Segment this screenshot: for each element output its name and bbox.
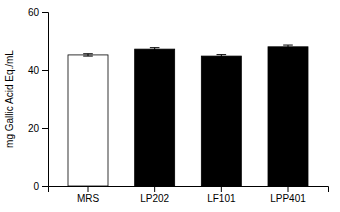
bar [68, 55, 108, 186]
x-tick-label: MRS [77, 193, 100, 204]
y-tick-mark [42, 128, 48, 129]
chart-container: 0 20 40 60 MRS LP202 LF101 LPP401 mg Gallic Acid… [0, 0, 340, 212]
x-tick-mark [288, 186, 289, 192]
y-tick-mark [42, 12, 48, 13]
y-tick: 40 [28, 65, 48, 76]
y-axis-title: mg Gallic Acid Eq./mL [4, 50, 15, 148]
marks [68, 45, 308, 186]
y-tick-label: 0 [33, 181, 39, 192]
plot: 0 20 40 60 MRS LP202 LF101 LPP401 [28, 7, 329, 204]
x-tick-mark [88, 186, 89, 192]
error-bar [150, 48, 160, 51]
error-bar [283, 45, 293, 48]
x-axis: MRS LP202 LF101 LPP401 [49, 186, 329, 204]
y-tick-label: 40 [28, 65, 40, 76]
x-tick-mark [154, 186, 155, 192]
y-tick-label: 20 [28, 123, 40, 134]
x-tick-label: LPP401 [270, 193, 306, 204]
y-tick-mark [42, 70, 48, 71]
y-axis-line [42, 13, 49, 187]
x-tick: LP202 [140, 186, 169, 204]
bar [135, 49, 175, 186]
x-tick: MRS [77, 186, 100, 204]
bar [201, 56, 241, 186]
y-axis: 0 20 40 60 [28, 7, 49, 192]
error-bar [83, 54, 93, 56]
bar [268, 47, 308, 186]
y-tick: 60 [28, 7, 48, 18]
x-tick-label: LF101 [207, 193, 236, 204]
x-tick-label: LP202 [140, 193, 169, 204]
y-tick-label: 60 [28, 7, 40, 18]
x-tick: LF101 [207, 186, 236, 204]
y-tick: 0 [33, 181, 48, 192]
chart-svg: 0 20 40 60 MRS LP202 LF101 LPP401 mg Gallic Acid… [0, 0, 340, 212]
y-tick-mark [42, 186, 48, 187]
error-bar [217, 55, 227, 58]
y-tick: 20 [28, 123, 48, 134]
x-tick: LPP401 [270, 186, 306, 204]
x-axis-line [49, 187, 329, 193]
x-tick-mark [221, 186, 222, 192]
